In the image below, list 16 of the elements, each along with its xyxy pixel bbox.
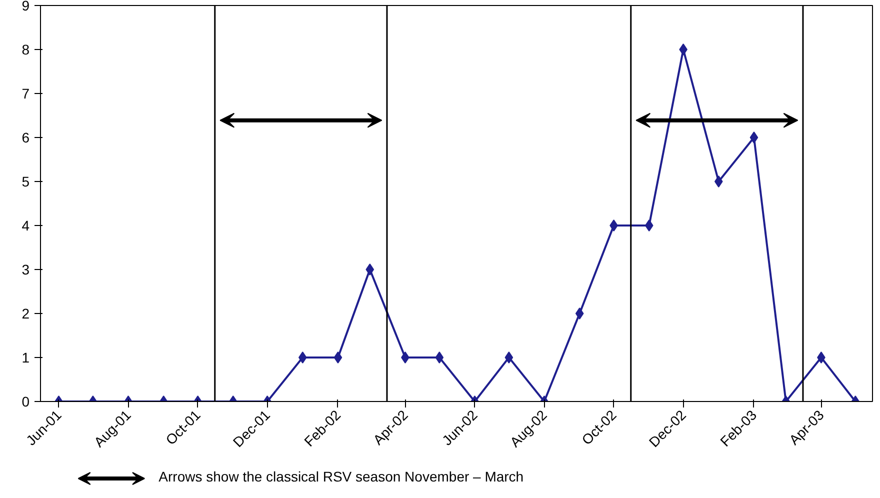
y-tick-label: 0 bbox=[22, 394, 30, 410]
point bbox=[644, 220, 654, 232]
y-tick-label: 1 bbox=[22, 350, 30, 366]
y-tick-label: 8 bbox=[22, 42, 30, 58]
y-tick-label: 6 bbox=[22, 130, 30, 146]
y-tick-label: 5 bbox=[22, 174, 30, 190]
point bbox=[366, 264, 374, 276]
y-tick-label: 7 bbox=[22, 86, 30, 102]
point bbox=[714, 176, 723, 188]
y-tick-label: 3 bbox=[22, 262, 30, 278]
text: Arrows show the classical RSV season November – March bbox=[158, 468, 524, 484]
y-tick-label: 4 bbox=[22, 218, 30, 234]
point bbox=[610, 220, 618, 232]
y-tick-label: 9 bbox=[22, 0, 30, 14]
y-tick-label: 2 bbox=[22, 306, 30, 322]
point bbox=[750, 132, 758, 144]
